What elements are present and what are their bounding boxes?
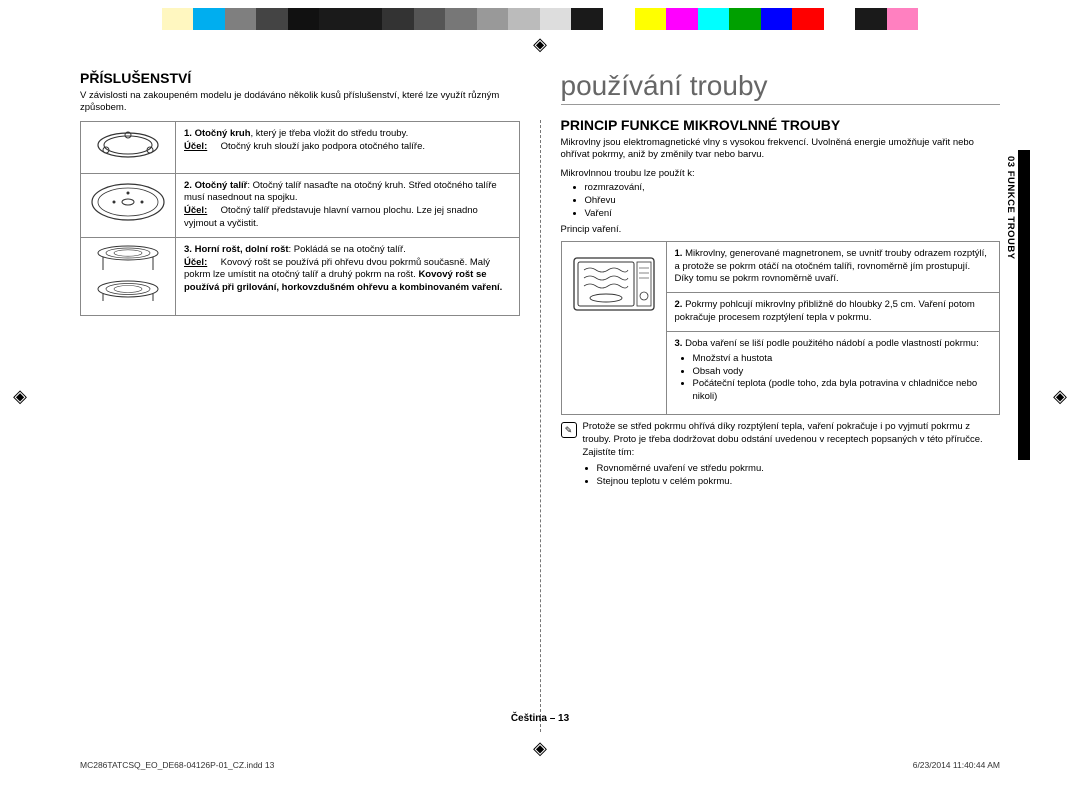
accessory-desc-1: 1. Otočný kruh, který je třeba vložit do… [176, 121, 520, 173]
color-swatch [571, 8, 603, 30]
right-column: používání trouby PRINCIP FUNKCE MIKROVLN… [561, 70, 1001, 732]
color-swatch [792, 8, 824, 30]
color-calibration-bar [130, 8, 950, 30]
color-swatch [130, 8, 162, 30]
registration-mark-bottom: ◈ [530, 738, 550, 758]
note-bullet: Stejnou teplotu v celém pokrmu. [597, 476, 1001, 489]
color-swatch [729, 8, 761, 30]
color-swatch [162, 8, 194, 30]
note-bullet: Rovnoměrné uvaření ve středu pokrmu. [597, 463, 1001, 476]
accessory-image-tray [81, 173, 176, 237]
side-tab: 03 FUNKCE TROUBY [1003, 150, 1030, 460]
tray-icon [89, 180, 167, 224]
accessory-image-ring [81, 121, 176, 173]
registration-mark-right: ◈ [1050, 386, 1070, 406]
principle-2: 2. Pokrmy pohlcují mikrovlny přibližně d… [666, 293, 1000, 332]
left-heading: PŘÍSLUŠENSTVÍ [80, 70, 520, 86]
document-title: používání trouby [561, 70, 1001, 105]
principle-sub: Množství a hustota [693, 353, 992, 366]
use-item: Vaření [585, 208, 1001, 221]
accessory-desc-2: 2. Otočný talíř: Otočný talíř nasaďte na… [176, 173, 520, 237]
left-intro: V závislosti na zakoupeném modelu je dod… [80, 90, 520, 115]
microwave-icon [570, 248, 658, 318]
color-swatch [855, 8, 887, 30]
color-swatch [319, 8, 351, 30]
column-divider [540, 120, 541, 732]
color-swatch [603, 8, 635, 30]
color-swatch [288, 8, 320, 30]
accessories-table: 1. Otočný kruh, který je třeba vložit do… [80, 121, 520, 317]
footer-timestamp: 6/23/2014 11:40:44 AM [913, 760, 1000, 770]
color-swatch [256, 8, 288, 30]
page-content: PŘÍSLUŠENSTVÍ V závislosti na zakoupeném… [80, 70, 1000, 732]
footer-page-number: Čeština – 13 [0, 713, 1080, 724]
color-swatch [887, 8, 919, 30]
note-icon: ✎ [561, 422, 577, 438]
principle-3: 3. Doba vaření se liší podle použitého n… [666, 331, 1000, 414]
right-intro1: Mikrovlny jsou elektromagnetické vlny s … [561, 137, 1001, 162]
principle-sub: Obsah vody [693, 366, 992, 379]
use-item: Ohřevu [585, 195, 1001, 208]
color-swatch [666, 8, 698, 30]
accessory-desc-3: 3. Horní rošt, dolní rošt: Pokládá se na… [176, 237, 520, 316]
color-swatch [382, 8, 414, 30]
ring-icon [93, 128, 163, 162]
color-swatch [193, 8, 225, 30]
left-column: PŘÍSLUŠENSTVÍ V závislosti na zakoupeném… [80, 70, 520, 732]
principle-label: Princip vaření. [561, 224, 1001, 236]
color-swatch [477, 8, 509, 30]
registration-mark-top: ◈ [530, 34, 550, 54]
note-block: ✎ Protože se střed pokrmu ohřívá díky ro… [561, 421, 1001, 493]
color-swatch [351, 8, 383, 30]
color-swatch [540, 8, 572, 30]
color-swatch [698, 8, 730, 30]
color-swatch [635, 8, 667, 30]
color-swatch [414, 8, 446, 30]
color-swatch [824, 8, 856, 30]
right-heading: PRINCIP FUNKCE MIKROVLNNÉ TROUBY [561, 117, 1001, 133]
principle-sub: Počáteční teplota (podle toho, zda byla … [693, 378, 992, 404]
color-swatch [761, 8, 793, 30]
rack-high-icon [93, 244, 163, 274]
registration-mark-left: ◈ [10, 386, 30, 406]
principle-1: 1. Mikrovlny, generované magnetronem, se… [666, 241, 1000, 292]
right-intro2: Mikrovlnnou troubu lze použít k: [561, 168, 1001, 180]
footer-filename: MC286TATCSQ_EO_DE68-04126P-01_CZ.indd 13 [80, 760, 274, 770]
microwave-illustration-cell [561, 241, 666, 414]
note-body: Protože se střed pokrmu ohřívá díky rozp… [583, 421, 1001, 493]
principle-table: 1. Mikrovlny, generované magnetronem, se… [561, 241, 1001, 415]
note-text: Protože se střed pokrmu ohřívá díky rozp… [583, 421, 983, 458]
uses-list: rozmrazování, Ohřevu Vaření [585, 182, 1001, 220]
color-swatch [918, 8, 950, 30]
color-swatch [508, 8, 540, 30]
accessory-image-rack [81, 237, 176, 316]
rack-low-icon [93, 279, 163, 305]
use-item: rozmrazování, [585, 182, 1001, 195]
color-swatch [225, 8, 257, 30]
color-swatch [445, 8, 477, 30]
